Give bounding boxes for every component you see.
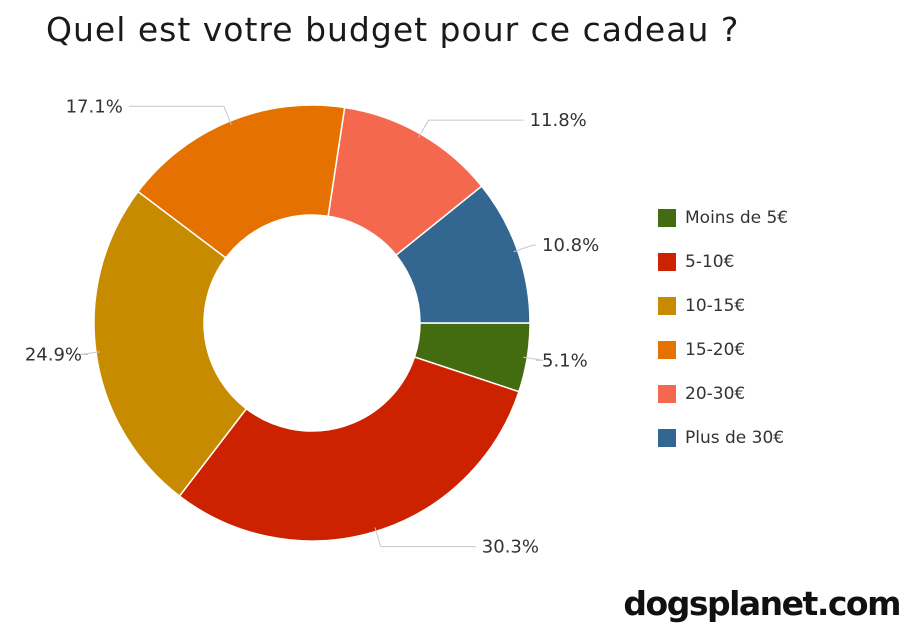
leader-line-10-15eur xyxy=(80,351,101,356)
legend-item-5-10eur: 5-10€ xyxy=(658,240,788,284)
leader-line-moins-de-5eur xyxy=(523,356,544,361)
data-label-moins-de-5eur: 5.1% xyxy=(542,350,588,371)
slice-10-15eur xyxy=(93,190,248,498)
leader-line-20-30eur xyxy=(418,119,524,138)
slice-15-20eur xyxy=(137,104,346,259)
data-label-20-30eur: 11.8% xyxy=(530,110,587,131)
data-label-plus-de-30eur: 10.8% xyxy=(542,235,599,256)
legend-label: 15-20€ xyxy=(685,340,746,360)
data-label-5-10eur: 30.3% xyxy=(482,537,539,558)
legend-swatch xyxy=(658,429,676,447)
legend-item-moins-de-5eur: Moins de 5€ xyxy=(658,196,788,240)
leader-line-plus-de-30eur xyxy=(513,244,536,253)
data-label-10-15eur: 24.9% xyxy=(25,345,82,366)
legend-label: 5-10€ xyxy=(685,252,735,272)
legend-label: 20-30€ xyxy=(685,384,746,404)
chart-title: Quel est votre budget pour ce cadeau ? xyxy=(46,10,740,49)
slice-plus-de-30eur xyxy=(395,185,531,324)
legend-item-20-30eur: 20-30€ xyxy=(658,372,788,416)
brand-logo: dogsplanet.com xyxy=(623,584,901,623)
slice-5-10eur xyxy=(178,356,520,542)
legend-swatch xyxy=(658,209,676,227)
leader-line-5-10eur xyxy=(374,527,476,548)
legend-swatch xyxy=(658,385,676,403)
legend-item-10-15eur: 10-15€ xyxy=(658,284,788,328)
legend-item-15-20eur: 15-20€ xyxy=(658,328,788,372)
legend-swatch xyxy=(658,297,676,315)
legend-label: Moins de 5€ xyxy=(685,208,789,228)
data-label-15-20eur: 17.1% xyxy=(66,96,123,117)
legend-swatch xyxy=(658,253,676,271)
chart-legend: Moins de 5€ 5-10€ 10-15€ 15-20€ 20-30€ Plus d… xyxy=(658,196,788,460)
leader-line-15-20eur xyxy=(128,105,232,125)
legend-item-plus-de-30eur: Plus de 30€ xyxy=(658,416,788,460)
legend-label: Plus de 30€ xyxy=(685,428,785,448)
legend-label: 10-15€ xyxy=(685,296,746,316)
legend-swatch xyxy=(658,341,676,359)
